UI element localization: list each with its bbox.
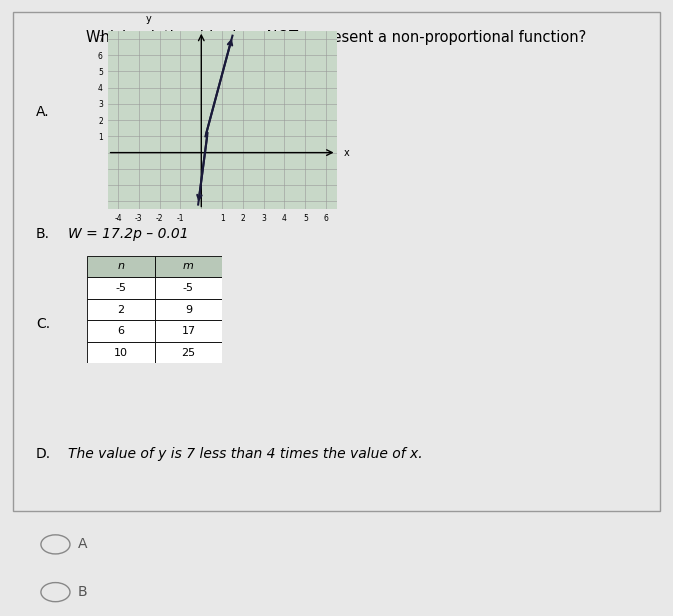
- Text: B.: B.: [36, 227, 50, 241]
- Bar: [155, 277, 222, 299]
- Bar: [87, 256, 155, 277]
- Bar: [155, 256, 222, 277]
- Bar: [155, 342, 222, 363]
- Text: W = 17.2p – 0.01: W = 17.2p – 0.01: [69, 227, 189, 241]
- Text: A: A: [78, 537, 87, 551]
- Text: 9: 9: [185, 304, 192, 315]
- Bar: [87, 342, 155, 363]
- Text: -5: -5: [116, 283, 127, 293]
- Text: 10: 10: [114, 347, 128, 358]
- Bar: [87, 320, 155, 342]
- Text: A.: A.: [36, 105, 50, 119]
- Bar: [87, 277, 155, 299]
- Text: 2: 2: [118, 304, 125, 315]
- Text: n: n: [118, 261, 125, 272]
- Text: The value of y is 7 less than 4 times the value of x.: The value of y is 7 less than 4 times th…: [69, 447, 423, 461]
- Bar: [155, 299, 222, 320]
- Text: C.: C.: [36, 317, 50, 331]
- Bar: [87, 299, 155, 320]
- Text: x: x: [343, 148, 349, 158]
- Text: y: y: [146, 14, 151, 23]
- Text: 6: 6: [118, 326, 125, 336]
- Text: -5: -5: [183, 283, 194, 293]
- Text: Which relationship does NOT represent a non-proportional function?: Which relationship does NOT represent a …: [86, 30, 587, 45]
- Text: 25: 25: [182, 347, 195, 358]
- Bar: [155, 320, 222, 342]
- Text: 17: 17: [182, 326, 195, 336]
- Text: m: m: [183, 261, 194, 272]
- Text: B: B: [78, 585, 87, 599]
- Text: D.: D.: [36, 447, 51, 461]
